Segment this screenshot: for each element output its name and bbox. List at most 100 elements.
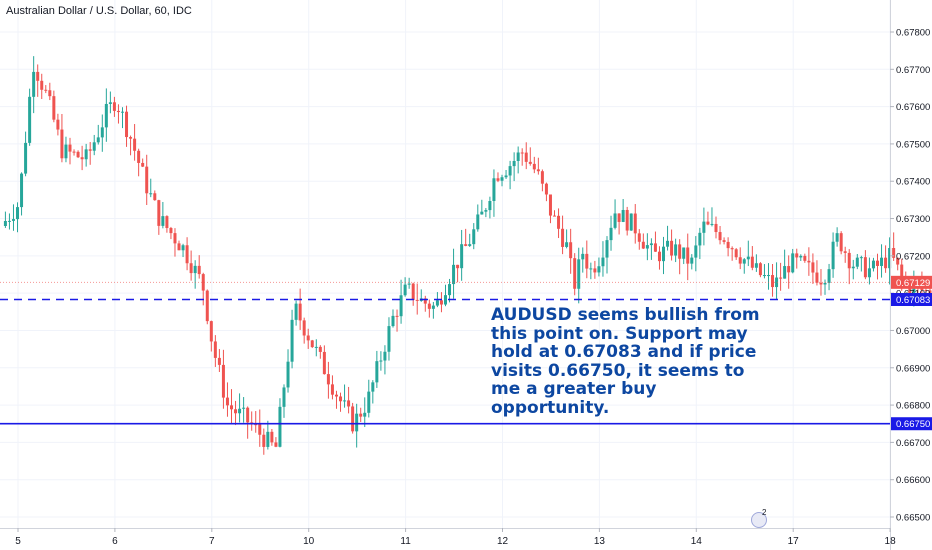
candle-body[interactable] bbox=[597, 266, 601, 273]
candle-body[interactable] bbox=[835, 233, 839, 242]
candle-body[interactable] bbox=[80, 157, 84, 160]
candle-body[interactable] bbox=[613, 213, 617, 228]
candle-body[interactable] bbox=[193, 265, 197, 274]
candle-body[interactable] bbox=[197, 265, 201, 275]
price-axis[interactable]: 0.67800 0.67700 0.67600 0.67500 0.67400 0.673… bbox=[890, 28, 930, 524]
candle-body[interactable] bbox=[641, 241, 645, 249]
candle-body[interactable] bbox=[443, 295, 447, 305]
candle-body[interactable] bbox=[532, 163, 536, 170]
candle-body[interactable] bbox=[698, 232, 702, 246]
candle-body[interactable] bbox=[884, 257, 888, 269]
candle-body[interactable] bbox=[116, 110, 120, 113]
candle-body[interactable] bbox=[334, 394, 338, 397]
candle-body[interactable] bbox=[439, 300, 443, 305]
candle-body[interactable] bbox=[536, 169, 540, 172]
candle-body[interactable] bbox=[746, 256, 750, 260]
candle-body[interactable] bbox=[625, 209, 629, 231]
candle-body[interactable] bbox=[318, 346, 322, 352]
candle-body[interactable] bbox=[605, 240, 609, 258]
candle-body[interactable] bbox=[310, 340, 314, 348]
candle-body[interactable] bbox=[468, 244, 472, 246]
candle-body[interactable] bbox=[88, 149, 92, 151]
candle-body[interactable] bbox=[476, 214, 480, 230]
candle-body[interactable] bbox=[92, 142, 96, 151]
candle-body[interactable] bbox=[851, 266, 855, 269]
candle-body[interactable] bbox=[871, 260, 875, 269]
candle-body[interactable] bbox=[298, 303, 302, 321]
candle-body[interactable] bbox=[662, 246, 666, 262]
candle-body[interactable] bbox=[314, 346, 318, 348]
candle-body[interactable] bbox=[270, 431, 274, 443]
candle-body[interactable] bbox=[407, 283, 411, 285]
candle-body[interactable] bbox=[900, 264, 904, 277]
candle-body[interactable] bbox=[649, 243, 653, 246]
candle-body[interactable] bbox=[520, 152, 524, 154]
candle-body[interactable] bbox=[359, 413, 363, 417]
candle-body[interactable] bbox=[718, 232, 722, 241]
candle-body[interactable] bbox=[892, 248, 896, 258]
candle-body[interactable] bbox=[742, 259, 746, 264]
candle-body[interactable] bbox=[867, 268, 871, 278]
candle-body[interactable] bbox=[472, 229, 476, 245]
candle-body[interactable] bbox=[807, 260, 811, 263]
candle-body[interactable] bbox=[758, 263, 762, 276]
candle-body[interactable] bbox=[347, 400, 351, 407]
candle-body[interactable] bbox=[633, 213, 637, 234]
candle-body[interactable] bbox=[730, 248, 734, 250]
candle-body[interactable] bbox=[637, 233, 641, 242]
candle-body[interactable] bbox=[431, 305, 435, 309]
candle-body[interactable] bbox=[589, 268, 593, 270]
candle-body[interactable] bbox=[383, 351, 387, 361]
candle-body[interactable] bbox=[464, 244, 468, 246]
candle-body[interactable] bbox=[601, 257, 605, 267]
candle-body[interactable] bbox=[96, 137, 100, 143]
candle-body[interactable] bbox=[225, 397, 229, 406]
candle-body[interactable] bbox=[28, 96, 32, 143]
candle-body[interactable] bbox=[76, 151, 80, 158]
candle-body[interactable] bbox=[855, 257, 859, 267]
candle-body[interactable] bbox=[762, 275, 766, 277]
candle-body[interactable] bbox=[367, 391, 371, 413]
candle-body[interactable] bbox=[811, 262, 815, 273]
candle-body[interactable] bbox=[375, 361, 379, 383]
candle-body[interactable] bbox=[448, 284, 452, 296]
levels[interactable] bbox=[0, 281, 890, 425]
candle-body[interactable] bbox=[460, 244, 464, 269]
candle-body[interactable] bbox=[11, 219, 15, 221]
candle-body[interactable] bbox=[302, 320, 306, 336]
candle-body[interactable] bbox=[674, 244, 678, 256]
candle-body[interactable] bbox=[48, 90, 52, 97]
candle-body[interactable] bbox=[682, 247, 686, 259]
candle-body[interactable] bbox=[504, 175, 508, 178]
candle-body[interactable] bbox=[783, 266, 787, 279]
candle-body[interactable] bbox=[7, 220, 11, 222]
candle-body[interactable] bbox=[254, 424, 258, 426]
candle-body[interactable] bbox=[540, 171, 544, 184]
candle-body[interactable] bbox=[819, 282, 823, 285]
candle-body[interactable] bbox=[710, 223, 714, 225]
candle-body[interactable] bbox=[896, 257, 900, 265]
candle-body[interactable] bbox=[912, 283, 916, 295]
candle-body[interactable] bbox=[609, 227, 613, 241]
candle-body[interactable] bbox=[371, 382, 375, 392]
candle-body[interactable] bbox=[242, 407, 246, 409]
candle-body[interactable] bbox=[274, 442, 278, 447]
candle-body[interactable] bbox=[766, 275, 770, 277]
candle-body[interactable] bbox=[484, 210, 488, 212]
candle-body[interactable] bbox=[141, 162, 145, 167]
candle-body[interactable] bbox=[557, 215, 561, 229]
candle-body[interactable] bbox=[238, 408, 242, 414]
candle-body[interactable] bbox=[617, 213, 621, 222]
candle-body[interactable] bbox=[771, 275, 775, 288]
candle-body[interactable] bbox=[803, 255, 807, 261]
candle-body[interactable] bbox=[221, 364, 225, 398]
candle-body[interactable] bbox=[262, 434, 266, 447]
ideas-icon[interactable] bbox=[751, 512, 767, 528]
candle-body[interactable] bbox=[593, 268, 597, 273]
candle-body[interactable] bbox=[548, 194, 552, 216]
candle-body[interactable] bbox=[577, 259, 581, 289]
candle-body[interactable] bbox=[68, 144, 72, 152]
candle-body[interactable] bbox=[44, 89, 48, 91]
candle-body[interactable] bbox=[508, 166, 512, 176]
